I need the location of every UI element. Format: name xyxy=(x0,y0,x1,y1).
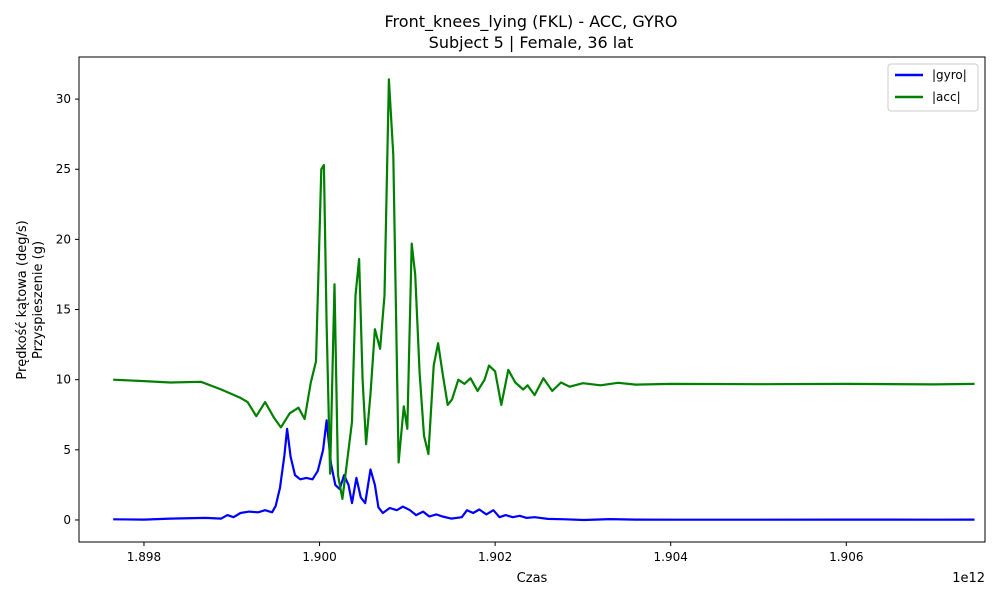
axes-frame xyxy=(78,56,986,543)
y-axis-label-line2: Przyspieszenie (g) xyxy=(31,241,46,359)
series-line-gyro xyxy=(113,419,975,522)
y-tick-label: 10 xyxy=(56,373,71,387)
y-axis-ticks: 0 5 10 15 20 25 30 xyxy=(56,92,79,527)
y-tick-label: 30 xyxy=(56,92,71,106)
y-tick-label: 0 xyxy=(63,513,71,527)
x-tick-label: 1.904 xyxy=(654,550,688,564)
x-tick-label: 1.906 xyxy=(829,550,863,564)
x-tick-label: 1.898 xyxy=(127,550,161,564)
y-tick-label: 15 xyxy=(56,303,71,317)
legend-label-acc: |acc| xyxy=(932,90,961,104)
legend-label-gyro: |gyro| xyxy=(932,68,967,82)
y-tick-label: 20 xyxy=(56,232,71,246)
x-tick-label: 1.900 xyxy=(302,550,336,564)
plot-area xyxy=(113,78,975,522)
x-tick-label: 1.902 xyxy=(478,550,512,564)
x-axis-ticks: 1.898 1.900 1.902 1.904 1.906 xyxy=(127,542,863,564)
chart-title-line1: Front_knees_lying (FKL) - ACC, GYRO xyxy=(385,12,678,32)
x-axis-offset-label: 1e12 xyxy=(952,571,985,586)
series-line-acc xyxy=(113,78,975,500)
x-axis-label: Czas xyxy=(517,571,548,586)
legend: |gyro| |acc| xyxy=(887,63,979,112)
y-axis-label-line1: Prędkość kątowa (deg/s) xyxy=(15,220,30,379)
y-tick-label: 25 xyxy=(56,162,71,176)
y-tick-label: 5 xyxy=(63,443,71,457)
chart-title-line2: Subject 5 | Female, 36 lat xyxy=(429,33,634,52)
